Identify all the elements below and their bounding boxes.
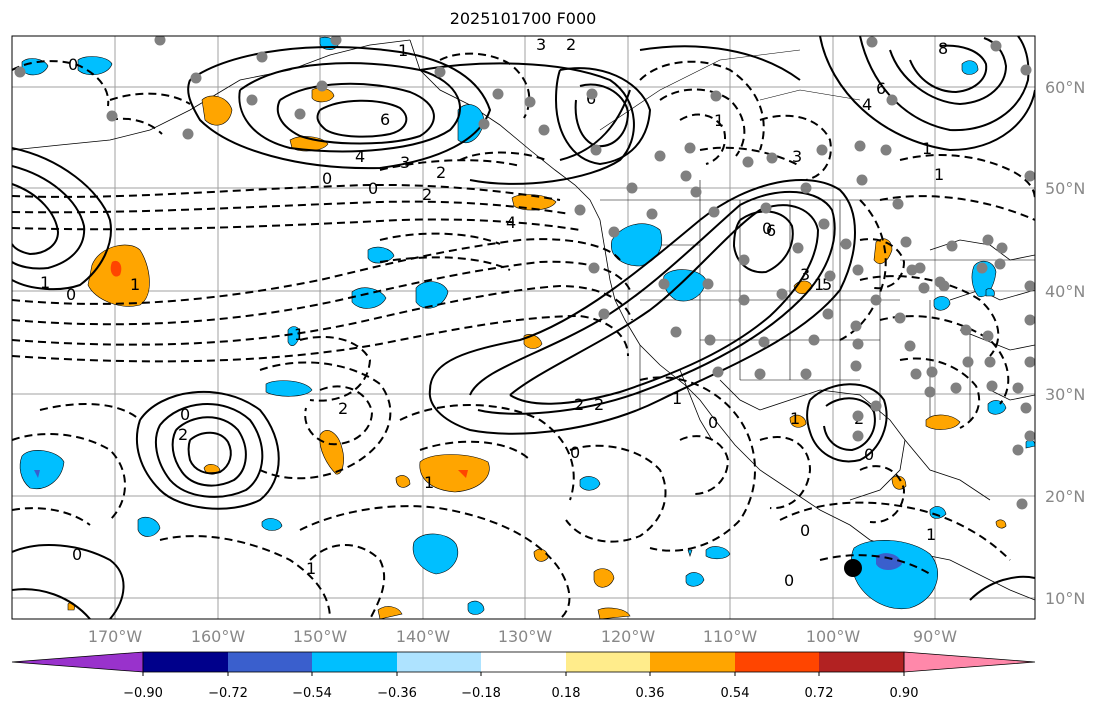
contour-label: 0	[762, 219, 772, 238]
contour-label: 0	[864, 445, 874, 464]
contour-label: 1	[424, 473, 434, 492]
colorbar-segment	[566, 652, 650, 672]
colorbar-tick-labels: −0.90 −0.72 −0.54 −0.36 −0.18 0.18 0.36 …	[123, 686, 918, 701]
contour-label: 0	[68, 55, 78, 74]
station-dots	[14, 36, 1035, 510]
contour-label: 2	[436, 163, 446, 182]
contour-label: 1	[294, 325, 304, 344]
colorbar-tick-label: −0.90	[123, 686, 163, 701]
colorbar-tick-label: −0.72	[208, 686, 248, 701]
contour-label: 1	[130, 275, 140, 294]
colorbar	[11, 651, 1036, 676]
contour-label: 4	[506, 213, 516, 232]
lon-label: 140°W	[396, 627, 451, 646]
contour-label: 0	[784, 571, 794, 590]
lat-label: 10°N	[1045, 589, 1085, 608]
contour-label: 6	[876, 79, 886, 98]
lat-label: 50°N	[1045, 179, 1085, 198]
contour-label: 0	[368, 179, 378, 198]
contour-label: 0	[800, 521, 810, 540]
lat-label: 20°N	[1045, 487, 1085, 506]
contour-label: 0	[570, 443, 580, 462]
contour-label: 2	[566, 35, 576, 54]
lat-label: 60°N	[1045, 78, 1085, 97]
colorbar-tick-label: −0.18	[461, 686, 501, 701]
colorbar-segment	[735, 652, 819, 672]
contour-label: 3	[792, 147, 802, 166]
contour-label: 0	[180, 405, 190, 424]
contour-label: 1	[934, 165, 944, 184]
colorbar-segment	[312, 652, 397, 672]
lon-label: 170°W	[88, 627, 143, 646]
marker-dot	[844, 559, 862, 577]
lon-label: 100°W	[806, 627, 861, 646]
contour-label: 2	[574, 395, 584, 414]
colorbar-tick-label: −0.54	[292, 686, 332, 701]
colorbar-segment	[143, 652, 228, 672]
contour-label: 1	[714, 111, 724, 130]
contour-label: 4	[355, 147, 365, 166]
colorbar-segment	[819, 652, 904, 672]
contour-label: 0	[72, 545, 82, 564]
colorbar-tick-label: 0.36	[636, 686, 665, 701]
latitude-labels: 60°N 50°N 40°N 30°N 20°N 10°N	[1045, 78, 1085, 608]
contour-label: 1	[306, 559, 316, 578]
contour-label: 1	[672, 389, 682, 408]
colorbar-tick-label: 0.72	[805, 686, 834, 701]
contour-label: 1	[40, 273, 50, 292]
lon-label: 160°W	[191, 627, 246, 646]
lon-label: 130°W	[498, 627, 553, 646]
colorbar-tick-label: 0.90	[890, 686, 919, 701]
contour-label: 0	[66, 285, 76, 304]
longitude-labels: 170°W 160°W 150°W 140°W 130°W 120°W 110°…	[88, 627, 957, 646]
lon-label: 90°W	[913, 627, 957, 646]
contour-label: 0	[708, 413, 718, 432]
shaded-patches	[19, 36, 1035, 619]
contour-label: 2	[594, 395, 604, 414]
plot-frame	[11, 35, 1036, 620]
colorbar-outline	[142, 651, 905, 673]
contour-label: 2	[338, 399, 348, 418]
colorbar-segment	[650, 652, 735, 672]
lat-label: 40°N	[1045, 282, 1085, 301]
contour-label: 2	[422, 185, 432, 204]
dashed-contours	[12, 52, 1035, 619]
lon-label: 120°W	[601, 627, 656, 646]
colorbar-tick-label: 0.18	[552, 686, 581, 701]
contour-label: 2	[178, 425, 188, 444]
colorbar-segment	[397, 652, 481, 672]
colorbar-right-arrow	[903, 651, 1036, 673]
contour-label: 1	[790, 409, 800, 428]
contour-label: 3	[536, 35, 546, 54]
contour-label: 0	[322, 169, 332, 188]
colorbar-segment	[228, 652, 312, 672]
contour-label: 5	[822, 275, 832, 294]
contour-label: 8	[938, 39, 948, 58]
colorbar-left-arrow	[11, 651, 144, 673]
contour-label: 6	[766, 221, 776, 240]
contour-label: 1	[926, 525, 936, 544]
lon-label: 150°W	[293, 627, 348, 646]
contour-label: 1	[922, 139, 932, 158]
colorbar-segment	[481, 652, 566, 672]
lon-label: 110°W	[703, 627, 758, 646]
contour-label: 6	[380, 110, 390, 129]
contour-label: 1	[814, 275, 824, 294]
contour-label: 3	[800, 265, 810, 284]
colorbar-tick-label: 0.54	[721, 686, 750, 701]
map-title: 2025101700 F000	[449, 9, 597, 28]
colorbar-tick-label: −0.36	[377, 686, 417, 701]
lat-label: 30°N	[1045, 385, 1085, 404]
contour-label: 4	[862, 95, 872, 114]
contour-label: 3	[400, 153, 410, 172]
plot-area	[12, 36, 1035, 619]
contour-label: 1	[398, 41, 408, 60]
